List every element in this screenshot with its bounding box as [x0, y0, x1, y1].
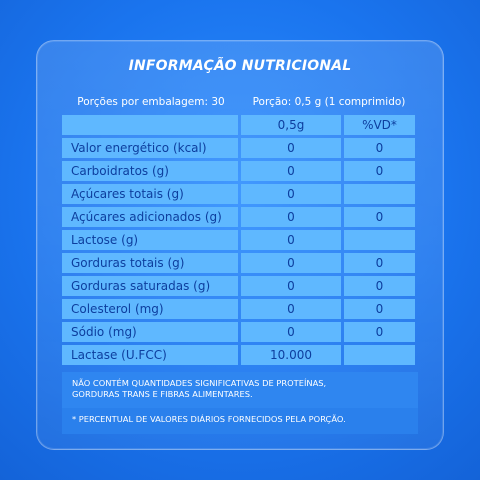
table-row: Gorduras saturadas (g) 0 0	[62, 276, 418, 296]
nutrient-name: Açúcares totais (g)	[62, 184, 238, 204]
nutrient-name: Sódio (mg)	[62, 322, 238, 342]
serving-info: Porções por embalagem: 30 Porção: 0,5 g …	[62, 92, 418, 112]
nutrition-table: 0,5g %VD* Valor energético (kcal) 0 0 Ca…	[62, 115, 418, 368]
nutrient-vd: 0	[344, 299, 415, 319]
table-row: Lactose (g) 0	[62, 230, 418, 250]
nutrient-name: Colesterol (mg)	[62, 299, 238, 319]
table-row: Sódio (mg) 0 0	[62, 322, 418, 342]
nutrient-vd	[344, 184, 415, 204]
nutrient-value: 0	[241, 138, 341, 158]
nutrient-vd: 0	[344, 138, 415, 158]
disclaimer-line-2: GORDURAS TRANS E FIBRAS ALIMENTARES.	[72, 389, 253, 399]
nutrient-value: 0	[241, 161, 341, 181]
daily-value-footnote: * PERCENTUAL DE VALORES DIÁRIOS FORNECID…	[62, 408, 418, 434]
table-row: Gorduras totais (g) 0 0	[62, 253, 418, 273]
nutrient-value: 0	[241, 207, 341, 227]
header-portion: 0,5g	[241, 115, 341, 135]
disclaimer-line-1: NÃO CONTÉM QUANTIDADES SIGNIFICATIVAS DE…	[72, 378, 327, 388]
nutrient-value: 0	[241, 322, 341, 342]
servings-per-package: Porções por embalagem: 30	[77, 96, 225, 108]
nutrient-value: 10.000	[241, 345, 341, 365]
table-row: Açúcares totais (g) 0	[62, 184, 418, 204]
footnote-text: * PERCENTUAL DE VALORES DIÁRIOS FORNECID…	[72, 414, 346, 424]
nutrient-name: Lactase (U.FCC)	[62, 345, 238, 365]
nutrient-value: 0	[241, 299, 341, 319]
nutrient-vd	[344, 230, 415, 250]
nutrient-vd: 0	[344, 276, 415, 296]
page-title: INFORMAÇÃO NUTRICIONAL	[128, 58, 352, 74]
table-row: Colesterol (mg) 0 0	[62, 299, 418, 319]
nutrient-vd: 0	[344, 161, 415, 181]
table-row: Açúcares adicionados (g) 0 0	[62, 207, 418, 227]
nutrient-vd: 0	[344, 253, 415, 273]
nutrient-vd: 0	[344, 322, 415, 342]
nutrient-name: Carboidratos (g)	[62, 161, 238, 181]
nutrient-name: Lactose (g)	[62, 230, 238, 250]
nutrient-name: Valor energético (kcal)	[62, 138, 238, 158]
portion-size: Porção: 0,5 g (1 comprimido)	[252, 96, 406, 108]
table-row: Lactase (U.FCC) 10.000	[62, 345, 418, 365]
table-row: Valor energético (kcal) 0 0	[62, 138, 418, 158]
nutrient-value: 0	[241, 253, 341, 273]
nutrition-disclaimer: NÃO CONTÉM QUANTIDADES SIGNIFICATIVAS DE…	[62, 372, 418, 408]
nutrient-name: Gorduras saturadas (g)	[62, 276, 238, 296]
nutrient-value: 0	[241, 184, 341, 204]
header-nutrient	[62, 115, 238, 135]
nutrient-name: Açúcares adicionados (g)	[62, 207, 238, 227]
table-header: 0,5g %VD*	[62, 115, 418, 135]
nutrient-value: 0	[241, 230, 341, 250]
nutrient-vd: 0	[344, 207, 415, 227]
nutrient-value: 0	[241, 276, 341, 296]
table-row: Carboidratos (g) 0 0	[62, 161, 418, 181]
nutrient-name: Gorduras totais (g)	[62, 253, 238, 273]
nutrient-vd	[344, 345, 415, 365]
header-daily-value: %VD*	[344, 115, 415, 135]
